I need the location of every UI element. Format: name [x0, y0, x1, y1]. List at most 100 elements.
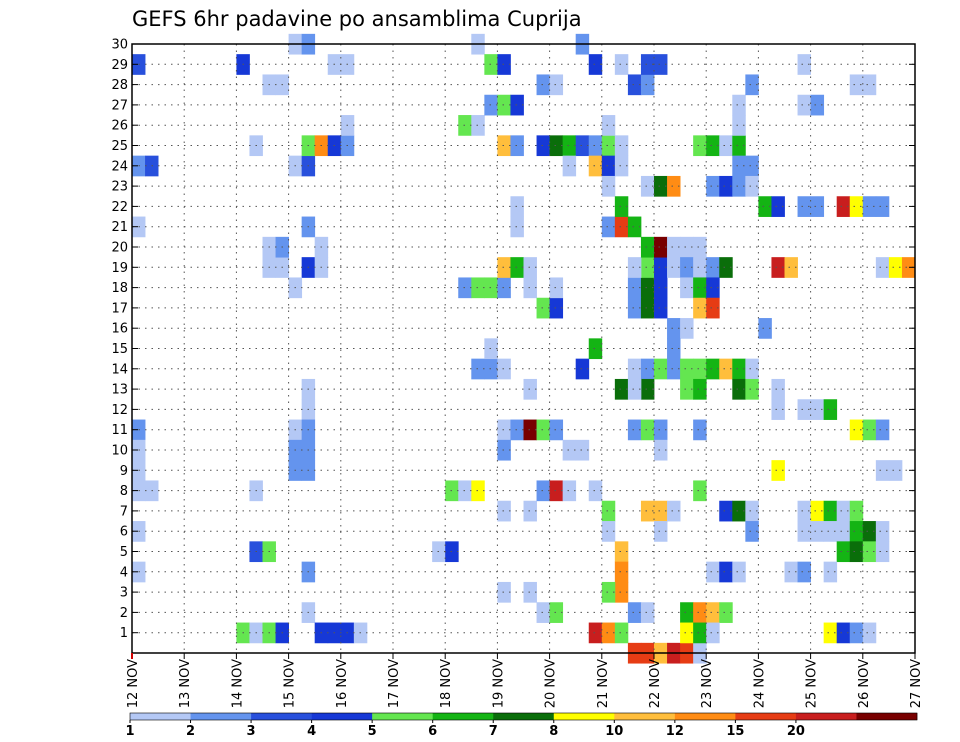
- heatmap-cell: [745, 358, 759, 380]
- heatmap-cell: [693, 297, 707, 319]
- heatmap-cell: [849, 500, 864, 522]
- x-tick-label: 19 NOV: [491, 659, 506, 708]
- heatmap-cell: [523, 378, 537, 400]
- color-legend: 1 2 3 4 5 6 7 8 10 12 15 20: [125, 712, 918, 739]
- heatmap-cell: [614, 196, 629, 217]
- heatmap-cell: [706, 175, 720, 197]
- heatmap-cell: [706, 561, 720, 583]
- heatmap-cell: [771, 378, 785, 400]
- heatmap-cell: [497, 257, 511, 278]
- heatmap-cell: [745, 378, 759, 400]
- heatmap-cell: [862, 622, 877, 644]
- heatmap-cell: [510, 257, 524, 278]
- heatmap-cell: [601, 622, 616, 644]
- legend-swatch: [735, 713, 797, 720]
- heatmap-cell: [654, 500, 668, 522]
- y-tick-label: 23: [111, 180, 128, 195]
- y-tick-label: 27: [111, 98, 128, 113]
- heatmap-cell: [784, 561, 798, 583]
- heatmap-cell: [627, 602, 642, 623]
- x-tick-label: 22 NOV: [648, 659, 663, 708]
- y-tick-label: 10: [111, 444, 128, 459]
- y-tick-label: 3: [120, 586, 128, 601]
- heatmap-cell: [888, 460, 903, 481]
- legend-label: 7: [489, 724, 498, 739]
- heatmap-cell: [693, 236, 707, 258]
- heatmap-cell: [654, 439, 668, 461]
- heatmap-cell: [654, 297, 668, 319]
- heatmap-cell: [771, 196, 785, 217]
- heatmap-cell: [654, 175, 668, 197]
- heatmap-cell: [810, 500, 825, 522]
- heatmap-cell: [745, 500, 759, 522]
- heatmap-cell: [497, 581, 511, 603]
- heatmap-cell: [497, 500, 511, 522]
- heatmap-cell: [706, 277, 720, 299]
- heatmap-cell: [732, 500, 746, 522]
- heatmap-cell: [562, 439, 577, 461]
- legend-label: 4: [307, 724, 316, 739]
- heatmap-cell: [575, 135, 590, 157]
- heatmap-cell: [549, 135, 564, 157]
- heatmap-cell: [536, 602, 550, 623]
- heatmap-cell: [536, 297, 550, 319]
- heatmap-cell: [549, 277, 564, 299]
- x-tick-label: 14 NOV: [230, 659, 245, 708]
- heatmap-cell: [601, 175, 616, 197]
- legend-swatch: [553, 713, 615, 720]
- legend-label: 3: [247, 724, 256, 739]
- heatmap-cell: [497, 54, 511, 75]
- heatmap-cell: [601, 216, 616, 238]
- heatmap-cell: [640, 236, 655, 258]
- heatmap-cell: [719, 561, 733, 583]
- heatmap-cell: [614, 561, 629, 583]
- heatmap-cell: [862, 541, 877, 563]
- heatmap-cell: [614, 155, 629, 177]
- heatmap-cell: [771, 257, 785, 278]
- heatmap-cell: [875, 419, 890, 441]
- heatmap-cell: [667, 358, 681, 380]
- heatmap-cell: [901, 257, 916, 278]
- heatmap-cell: [706, 257, 720, 278]
- heatmap-cell: [836, 500, 851, 522]
- heatmap-cell: [732, 378, 746, 400]
- heatmap-cell: [640, 419, 655, 441]
- heatmap-cell: [862, 74, 877, 96]
- heatmap-cell: [693, 358, 707, 380]
- legend-swatch: [372, 713, 433, 720]
- y-tick-label: 22: [111, 200, 128, 215]
- heatmap-cell: [862, 521, 877, 542]
- heatmap-cell: [484, 277, 498, 299]
- heatmap-cell: [888, 257, 903, 278]
- heatmap-cell: [471, 480, 485, 502]
- heatmap-cell: [536, 74, 550, 96]
- heatmap-cell: [706, 622, 720, 644]
- heatmap-cell: [654, 54, 668, 75]
- heatmap-cell: [601, 521, 616, 542]
- x-tick-label: 13 NOV: [178, 659, 193, 708]
- heatmap-cell: [640, 277, 655, 299]
- heatmap-cell: [693, 602, 707, 623]
- heatmap-cell: [601, 581, 616, 603]
- heatmap-cell: [654, 236, 668, 258]
- y-tick-label: 29: [111, 58, 128, 73]
- y-tick-label: 30: [111, 38, 128, 53]
- heatmap-cell: [875, 521, 890, 542]
- heatmap-cell: [523, 581, 537, 603]
- heatmap-cell: [667, 175, 681, 197]
- heatmap-cell: [588, 622, 603, 644]
- y-tick-label: 8: [120, 484, 128, 499]
- x-tick-label: 27 NOV: [909, 659, 924, 708]
- heatmap-cell: [549, 602, 564, 623]
- y-tick-label: 2: [120, 606, 128, 621]
- heatmap-cell: [680, 318, 694, 339]
- y-tick-label: 13: [111, 383, 128, 398]
- x-tick-label: 25 NOV: [805, 659, 820, 708]
- heatmap-cell: [875, 196, 890, 217]
- heatmap-cell: [588, 54, 603, 75]
- heatmap-cell: [797, 561, 811, 583]
- heatmap-cell: [640, 297, 655, 319]
- heatmap-cell: [693, 419, 707, 441]
- heatmap-cell: [484, 338, 498, 360]
- heatmap-cell: [667, 500, 681, 522]
